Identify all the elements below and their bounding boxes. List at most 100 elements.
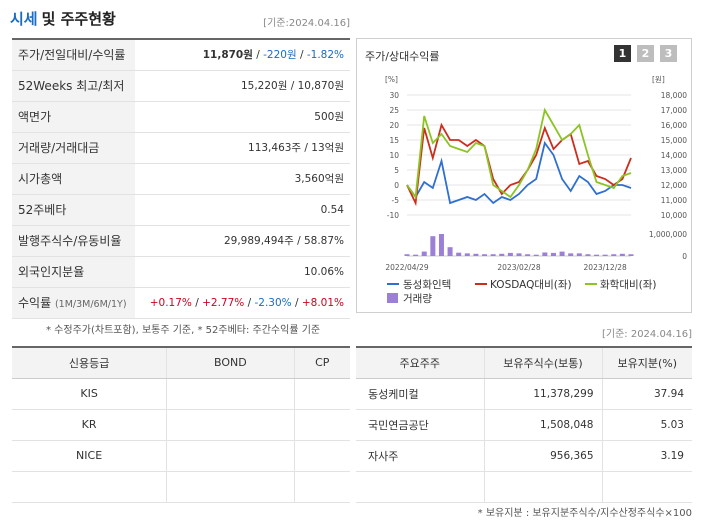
left-tick-label: 25: [389, 106, 399, 115]
holder-ratio: 37.94: [602, 378, 692, 410]
col-header: 주요주주: [356, 347, 485, 379]
holder-shares: [484, 471, 603, 503]
legend-swatch-s4: [387, 293, 398, 303]
row-label: 외국인지분율: [12, 256, 135, 287]
volume-bar: [594, 254, 600, 256]
left-tick-label: -5: [392, 196, 400, 205]
table-row: 시가총액 3,560억원: [12, 163, 350, 194]
row-value: 10.06%: [303, 265, 344, 278]
right-unit: [원]: [652, 75, 665, 84]
table-row: [356, 471, 692, 503]
row-label: 주가/전일대비/수익률: [12, 39, 135, 70]
table-row: 국민연금공단 1,508,048 5.03: [356, 409, 692, 441]
price-change: -220원: [263, 49, 297, 62]
agency-name: [12, 471, 168, 503]
relative-return-chart: [%] [원] 30 18,000 25 17,000 20 16,000 15 15,000…: [385, 75, 687, 305]
row-label: 수익률: [18, 296, 52, 310]
credit-rating-table: 신용등급 BOND CP KIS KR NICE: [12, 346, 350, 503]
x-tick-label: 2023/02/28: [497, 263, 540, 272]
return-3m: +2.77%: [202, 296, 245, 309]
holder-note: * 보유지분 : 보유지분주식수/지수산정주식수×100: [477, 508, 692, 519]
series-line-3: [406, 107, 632, 200]
volume-bar: [430, 236, 436, 256]
agency-name: NICE: [12, 440, 168, 472]
chart-tabs: 1 2 3: [614, 45, 677, 62]
table-row: [12, 471, 350, 503]
table-row: 52주베타 0.54: [12, 194, 350, 225]
table-row: 수익률 (1M/3M/6M/1Y) +0.17% / +2.77% / -2.3…: [12, 287, 350, 318]
right-tick-label: 18,000: [661, 91, 687, 100]
volume-bar: [559, 251, 565, 256]
row-value: 15,220원 / 10,870원: [240, 80, 344, 92]
volume-bar: [568, 253, 574, 256]
col-header: 보유지분(%): [602, 347, 692, 379]
volume-bar: [490, 254, 496, 256]
chart-tab-2[interactable]: 2: [637, 45, 654, 62]
right-tick-label: 17,000: [661, 106, 687, 115]
row-label: 발행주식수/유동비율: [12, 225, 135, 256]
left-tick-label: -10: [387, 211, 399, 220]
row-label-sub: (1M/3M/6M/1Y): [54, 299, 127, 310]
volume-bar: [438, 234, 444, 256]
chart-panel: 주가/상대수익률 1 2 3 [%] [원] 30 18,000 25 17,000 2…: [356, 38, 692, 313]
table-row: NICE: [12, 440, 350, 472]
table-row: 발행주식수/유동비율 29,989,494주 / 58.87%: [12, 225, 350, 256]
row-label: 시가총액: [12, 163, 135, 194]
right-tick-label: 10,000: [661, 211, 687, 220]
table-row: 자사주 956,365 3.19: [356, 440, 692, 472]
chart-legend: 동성화인텍 KOSDAQ대비(좌) 화학대비(좌) 거래량: [387, 279, 657, 305]
holder-ratio: [602, 471, 692, 503]
left-tick-label: 20: [389, 121, 399, 130]
volume-bar: [542, 252, 548, 256]
holder-shares: 11,378,299: [484, 378, 603, 410]
chart-tab-1[interactable]: 1: [614, 45, 631, 62]
volume-bar: [499, 253, 505, 256]
chart-tab-3[interactable]: 3: [660, 45, 677, 62]
return-1y: +8.01%: [301, 296, 344, 309]
right-tick-label: 11,000: [661, 196, 687, 205]
holder-name: 자사주: [356, 440, 485, 472]
bond-rating: [166, 378, 295, 410]
volume-bar: [516, 253, 522, 256]
cp-rating: [294, 378, 350, 410]
volume-bar: [628, 254, 634, 256]
series-line-1: [406, 140, 632, 205]
holder-shares: 1,508,048: [484, 409, 603, 441]
cp-rating: [294, 440, 350, 472]
left-tick-label: 0: [394, 181, 399, 190]
cp-rating: [294, 409, 350, 441]
return-1m: +0.17%: [149, 296, 192, 309]
volume-bar: [525, 254, 531, 256]
section-title: 시세 및 주주현황 [기준:2024.04.16]: [10, 8, 350, 30]
table-row: 액면가 500원: [12, 101, 350, 132]
table-row: 주가/전일대비/수익률 11,870원 / -220원 / -1.82%: [12, 39, 350, 70]
volume-bar: [413, 254, 419, 256]
legend-s1: 동성화인텍: [403, 279, 451, 291]
volume-bar: [447, 247, 453, 256]
holder-name: [356, 471, 485, 503]
right-tick-label: 12,000: [661, 181, 687, 190]
row-value: 3,560억원: [294, 173, 344, 185]
bond-rating: [166, 471, 295, 503]
title-main: 시세: [10, 10, 38, 28]
title-rest: 및 주주현황: [41, 10, 116, 28]
right-tick-label: 15,000: [661, 136, 687, 145]
row-label: 52Weeks 최고/최저: [12, 70, 135, 101]
left-tick-label: 10: [389, 151, 399, 160]
volume-tick-label: 0: [682, 252, 687, 261]
row-label: 거래량/거래대금: [12, 132, 135, 163]
volume-bar: [404, 254, 410, 256]
volume-tick-label: 1,000,000: [649, 230, 687, 239]
chart-title: 주가/상대수익률: [365, 50, 440, 63]
holder-ratio: 5.03: [602, 409, 692, 441]
row-value: 500원: [314, 111, 344, 123]
legend-s2: KOSDAQ대비(좌): [490, 279, 572, 291]
row-value: 113,463주 / 13억원: [248, 142, 344, 154]
legend-s4: 거래량: [403, 293, 432, 305]
holder-base-date: [기준: 2024.04.16]: [601, 329, 692, 340]
price-info-table: 주가/전일대비/수익률 11,870원 / -220원 / -1.82% 52W…: [12, 38, 350, 319]
left-tick-label: 15: [389, 136, 399, 145]
right-tick-label: 16,000: [661, 121, 687, 130]
col-header: CP: [294, 347, 350, 379]
holder-name: 국민연금공단: [356, 409, 485, 441]
